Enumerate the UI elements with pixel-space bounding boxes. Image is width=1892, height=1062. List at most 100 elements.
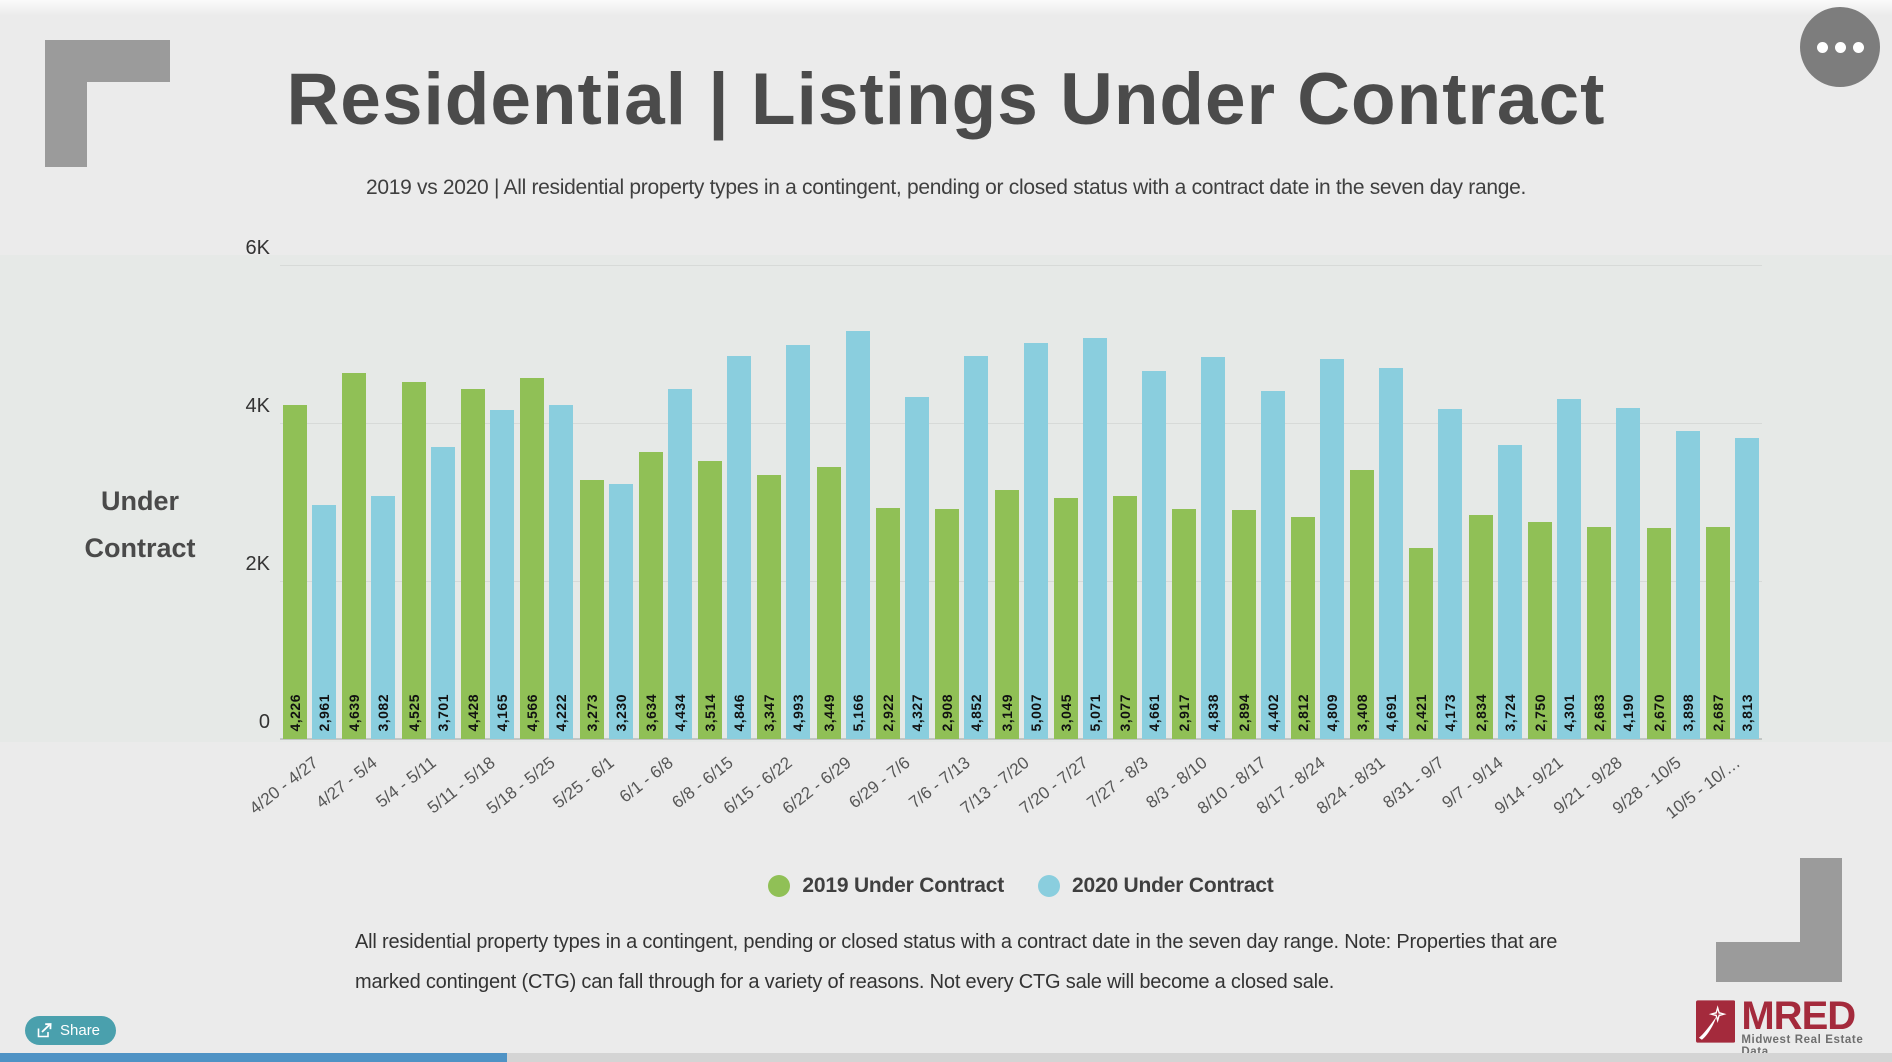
bar-group: 3,449 5,166 [814, 265, 873, 739]
bar-2020[interactable]: 4,434 [667, 388, 692, 739]
bar-2020[interactable]: 4,327 [904, 397, 929, 739]
bar-2019[interactable]: 2,908 [935, 509, 960, 739]
bar-value-label: 2,812 [1294, 694, 1311, 732]
bar-2020[interactable]: 4,165 [489, 409, 514, 739]
bar-2019[interactable]: 2,834 [1468, 515, 1493, 739]
bar-2020[interactable]: 4,846 [727, 356, 752, 739]
legend-item-2020[interactable]: 2020 Under Contract [1038, 874, 1274, 898]
legend-dot-2020 [1038, 875, 1060, 897]
bar-group: 2,683 4,190 [1584, 265, 1643, 739]
ellipsis-icon [1816, 41, 1828, 53]
bar-value-label: 3,701 [434, 694, 451, 732]
x-tick-label: 6/1 - 6/8 [616, 753, 678, 807]
bar-2020[interactable]: 3,230 [608, 483, 633, 739]
bar-2020[interactable]: 4,661 [1142, 370, 1167, 739]
bar-2020[interactable]: 4,809 [1319, 359, 1344, 739]
bar-2019[interactable]: 3,634 [638, 451, 663, 739]
x-tick-label: 7/27 - 8/3 [1082, 753, 1152, 813]
bar-2019[interactable]: 4,428 [460, 389, 485, 739]
bar-2019[interactable]: 2,917 [1172, 508, 1197, 739]
bar-group: 4,226 2,961 [280, 265, 339, 739]
bar-value-label: 5,007 [1027, 694, 1044, 732]
y-tick-6K: 6K [245, 237, 270, 259]
gridline-6K [280, 265, 1762, 266]
bar-group: 2,922 4,327 [873, 265, 932, 739]
chart-footnote: All residential property types in a cont… [355, 931, 1558, 993]
bottom-scrollbar-track[interactable] [0, 1053, 1892, 1062]
gridline-4K [280, 423, 1762, 424]
bar-2019[interactable]: 3,347 [757, 474, 782, 739]
bar-2020[interactable]: 4,222 [549, 405, 574, 739]
bar-group: 2,670 3,898 [1643, 265, 1702, 739]
bar-value-label: 2,961 [316, 694, 333, 732]
bar-2019[interactable]: 3,273 [579, 480, 604, 739]
bar-group: 3,634 4,434 [636, 265, 695, 739]
bar-2020[interactable]: 4,993 [786, 344, 811, 739]
legend-label-2020: 2020 Under Contract [1072, 874, 1274, 897]
bar-2019[interactable]: 4,639 [342, 372, 367, 739]
bar-2020[interactable]: 5,007 [1023, 343, 1048, 739]
bar-2019[interactable]: 2,750 [1528, 521, 1553, 739]
corner-bracket-bottom-right [1716, 858, 1842, 982]
bar-value-label: 4,639 [346, 694, 363, 732]
bar-2020[interactable]: 4,301 [1557, 399, 1582, 739]
x-tick-label: 4/27 - 5/4 [312, 753, 381, 813]
bar-2019[interactable]: 3,449 [816, 466, 841, 739]
corner-bracket-top-left [45, 40, 170, 167]
bar-group: 4,639 3,082 [339, 265, 398, 739]
bar-2020[interactable]: 4,173 [1438, 409, 1463, 739]
bar-2019[interactable]: 3,045 [1053, 498, 1078, 739]
bar-2019[interactable]: 2,687 [1705, 526, 1730, 739]
x-axis-labels: 4/20 - 4/27 4/27 - 5/4 5/4 - 5/11 5/11 - 5/… [246, 745, 1762, 865]
bottom-scrollbar-thumb[interactable] [0, 1053, 507, 1062]
bar-value-label: 4,838 [1205, 694, 1222, 732]
bar-2020[interactable]: 5,071 [1082, 338, 1107, 739]
bar-2019[interactable]: 3,077 [1113, 495, 1138, 739]
share-button[interactable]: Share [25, 1016, 117, 1045]
bar-2019[interactable]: 2,421 [1409, 547, 1434, 739]
bar-2019[interactable]: 4,525 [401, 381, 426, 739]
bar-2020[interactable]: 5,166 [845, 330, 870, 739]
bar-2019[interactable]: 3,408 [1350, 469, 1375, 739]
bar-2020[interactable]: 3,813 [1734, 437, 1759, 739]
bar-value-label: 3,813 [1738, 694, 1755, 732]
bar-value-label: 2,683 [1591, 694, 1608, 732]
bar-2019[interactable]: 2,683 [1587, 527, 1612, 739]
ellipsis-icon [1834, 41, 1846, 53]
legend-item-2019[interactable]: 2019 Under Contract [768, 874, 1004, 898]
bar-value-label: 2,670 [1650, 694, 1667, 732]
bar-2019[interactable]: 2,670 [1646, 528, 1671, 739]
bar-value-label: 4,566 [524, 694, 541, 732]
bar-value-label: 3,347 [761, 694, 778, 732]
bar-2020[interactable]: 4,852 [964, 355, 989, 739]
mred-logo-mark [1696, 1000, 1736, 1043]
bar-2019[interactable]: 3,514 [698, 461, 723, 739]
bar-2019[interactable]: 2,812 [1290, 516, 1315, 739]
bar-2020[interactable]: 3,898 [1675, 431, 1700, 739]
bar-2019[interactable]: 2,894 [1231, 510, 1256, 739]
bar-2019[interactable]: 4,566 [520, 378, 545, 739]
bar-group: 2,908 4,852 [932, 265, 991, 739]
bar-2020[interactable]: 4,691 [1379, 368, 1404, 739]
bar-value-label: 2,421 [1413, 694, 1430, 732]
bar-value-label: 4,434 [671, 694, 688, 732]
bar-value-label: 2,834 [1472, 694, 1489, 732]
bar-2020[interactable]: 4,402 [1260, 391, 1285, 739]
bar-2019[interactable]: 3,149 [994, 490, 1019, 739]
bar-2020[interactable]: 3,701 [430, 446, 455, 739]
more-options-button[interactable] [1800, 7, 1880, 87]
x-tick-label: 4/20 - 4/27 [245, 753, 322, 819]
bar-2020[interactable]: 4,190 [1616, 408, 1641, 739]
legend-label-2019: 2019 Under Contract [802, 874, 1004, 897]
bar-group: 3,347 4,993 [754, 265, 813, 739]
bar-2019[interactable]: 2,922 [875, 508, 900, 739]
bar-value-label: 2,908 [939, 694, 956, 732]
y-tick-4K: 4K [245, 395, 270, 417]
bar-2020[interactable]: 2,961 [312, 505, 337, 739]
bar-value-label: 3,230 [612, 694, 629, 732]
bar-2020[interactable]: 3,082 [371, 495, 396, 739]
bar-value-label: 4,691 [1383, 694, 1400, 732]
bar-2020[interactable]: 4,838 [1201, 356, 1226, 739]
bar-2019[interactable]: 4,226 [283, 405, 308, 739]
bar-2020[interactable]: 3,724 [1497, 444, 1522, 739]
